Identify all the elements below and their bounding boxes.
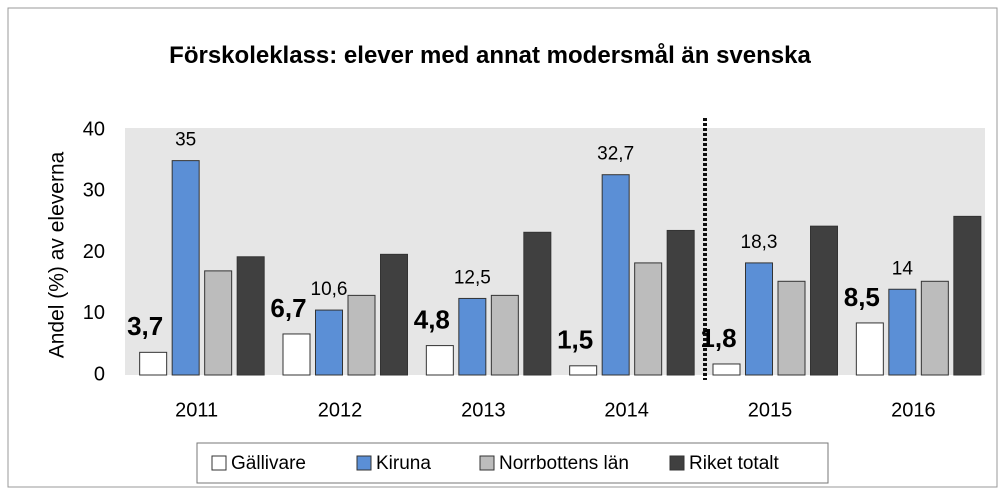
data-label: 10,6 bbox=[311, 279, 348, 300]
x-tick-label: 2014 bbox=[604, 399, 649, 421]
bar bbox=[315, 309, 343, 376]
y-tick-label: 40 bbox=[83, 118, 105, 140]
y-tick-label: 0 bbox=[94, 363, 105, 385]
legend-label: Gällivare bbox=[231, 453, 306, 474]
data-label: 1,5 bbox=[557, 325, 593, 355]
bar bbox=[920, 280, 949, 376]
x-tick-label: 2012 bbox=[318, 399, 363, 421]
x-tick-label: 2016 bbox=[891, 399, 936, 421]
legend-label: Riket totalt bbox=[689, 453, 779, 474]
bar bbox=[855, 322, 884, 376]
data-label: 4,8 bbox=[414, 304, 450, 334]
title-box: Förskoleklass: elever med annat modersmå… bbox=[169, 42, 811, 69]
y-tick-label: 30 bbox=[83, 180, 105, 202]
bar bbox=[777, 280, 806, 376]
bar bbox=[810, 225, 838, 376]
data-label: 35 bbox=[175, 130, 196, 151]
bar bbox=[666, 229, 695, 376]
bar bbox=[953, 215, 982, 376]
bar bbox=[745, 262, 773, 376]
bar bbox=[634, 262, 663, 376]
bar bbox=[712, 363, 741, 376]
plot-area bbox=[125, 128, 985, 375]
bar bbox=[380, 253, 408, 376]
legend-label: Norrbottens län bbox=[499, 453, 629, 474]
y-tick-label: 20 bbox=[83, 241, 105, 263]
bar bbox=[282, 333, 311, 376]
bar bbox=[569, 365, 598, 376]
bar bbox=[171, 160, 200, 376]
data-label: 3,7 bbox=[127, 311, 163, 341]
x-tick-label: 2011 bbox=[175, 399, 218, 421]
bar bbox=[236, 256, 265, 376]
legend-swatch bbox=[479, 455, 495, 471]
y-axis-label: Andel (%) av eleverna bbox=[46, 151, 69, 358]
data-label: 32,7 bbox=[597, 144, 634, 165]
x-tick-label: 2013 bbox=[461, 399, 506, 421]
legend-swatch bbox=[356, 455, 372, 471]
bar bbox=[490, 294, 519, 376]
bar bbox=[347, 294, 376, 376]
bar bbox=[523, 231, 552, 376]
legend-swatch bbox=[211, 455, 227, 471]
bar bbox=[458, 297, 487, 376]
data-label: 12,5 bbox=[454, 267, 491, 288]
chart-title: Förskoleklass: elever med annat modersmå… bbox=[169, 42, 811, 69]
legend-swatch bbox=[669, 455, 685, 471]
data-label: 8,5 bbox=[844, 282, 880, 312]
legend-box bbox=[196, 442, 829, 484]
bar bbox=[601, 174, 630, 376]
bar bbox=[888, 288, 917, 376]
data-label: 18,3 bbox=[741, 232, 778, 253]
bar bbox=[425, 345, 454, 376]
bar bbox=[139, 351, 168, 376]
y-tick-label: 10 bbox=[83, 302, 105, 324]
data-label: 14 bbox=[892, 258, 914, 279]
x-tick-label: 2015 bbox=[748, 399, 793, 421]
legend-label: Kiruna bbox=[376, 453, 431, 474]
bar bbox=[204, 270, 233, 376]
data-label: 6,7 bbox=[270, 293, 306, 323]
data-label: 1,8 bbox=[700, 323, 736, 353]
